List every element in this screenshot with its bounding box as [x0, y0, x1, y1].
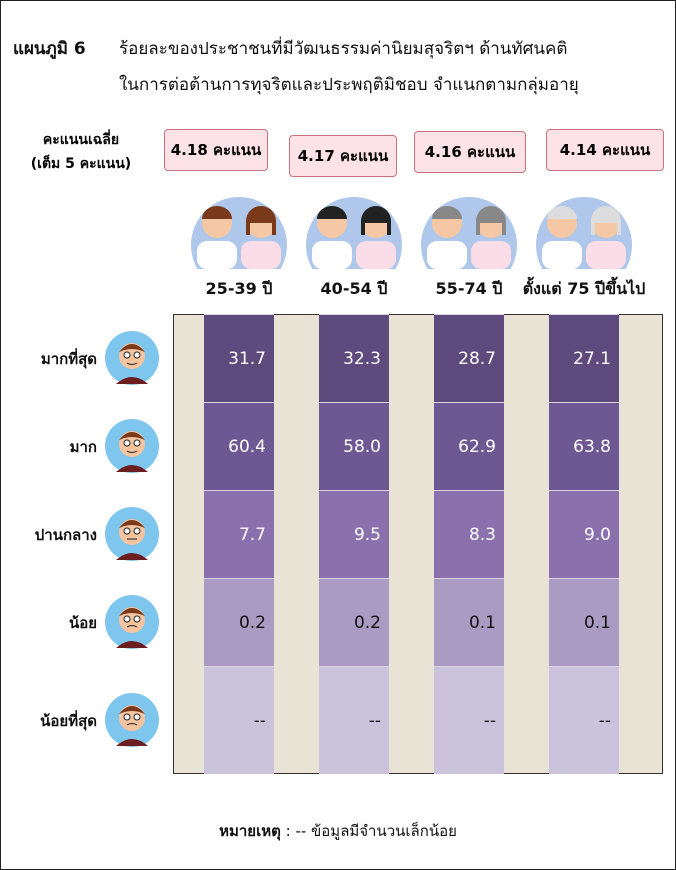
- cell: 28.7: [434, 314, 504, 402]
- cell: 9.0: [549, 490, 619, 578]
- note: หมายเหตุ : -- ข้อมูลมีจำนวนเล็กน้อย: [1, 819, 675, 843]
- score-header: คะแนนเฉลี่ย: [42, 132, 120, 148]
- level-label: มาก: [69, 438, 97, 456]
- level-label: มากที่สุด: [40, 350, 97, 368]
- cell: 31.7: [204, 314, 274, 402]
- cell: --: [319, 666, 389, 774]
- score-box: 4.18 คะแนน: [164, 129, 268, 171]
- cell: 0.2: [319, 578, 389, 666]
- group-label: 40-54 ปี: [320, 279, 388, 298]
- score-box: 4.16 คะแนน: [414, 131, 526, 173]
- group-label: 55-74 ปี: [435, 279, 503, 298]
- group-icon: [306, 197, 402, 269]
- cell: 7.7: [204, 490, 274, 578]
- level-icon: [105, 595, 159, 649]
- cell: 27.1: [549, 314, 619, 402]
- note-label: หมายเหตุ: [219, 822, 281, 840]
- title-label: แผนภูมิ 6: [13, 39, 86, 59]
- level-label: ปานกลาง: [34, 526, 97, 544]
- cell: 9.5: [319, 490, 389, 578]
- cell: --: [204, 666, 274, 774]
- title: ร้อยละของประชาชนที่มีวัฒนธรรมค่านิยมสุจร…: [119, 39, 568, 59]
- cell: 8.3: [434, 490, 504, 578]
- cell: 58.0: [319, 402, 389, 490]
- group-icon: [421, 197, 517, 269]
- cell: 0.2: [204, 578, 274, 666]
- group-icon: [536, 197, 632, 269]
- score-header: (เต็ม 5 คะแนน): [30, 156, 132, 172]
- cell: --: [434, 666, 504, 774]
- level-icon: [105, 419, 159, 473]
- cell: 32.3: [319, 314, 389, 402]
- score-box: 4.17 คะแนน: [289, 135, 397, 177]
- cell: 60.4: [204, 402, 274, 490]
- note-text: : -- ข้อมูลมีจำนวนเล็กน้อย: [280, 822, 457, 840]
- level-label: น้อย: [68, 614, 97, 632]
- level-icon: [105, 693, 159, 747]
- cell: 0.1: [549, 578, 619, 666]
- cell: 62.9: [434, 402, 504, 490]
- cell: 63.8: [549, 402, 619, 490]
- level-icon: [105, 331, 159, 385]
- level-label: น้อยที่สุด: [40, 712, 97, 730]
- score-box: 4.14 คะแนน: [546, 129, 664, 171]
- level-icon: [105, 507, 159, 561]
- cell: 0.1: [434, 578, 504, 666]
- group-label: 25-39 ปี: [205, 279, 273, 298]
- title: ในการต่อต้านการทุจริตและประพฤติมิชอบ จำแ…: [119, 75, 579, 95]
- cell: --: [549, 666, 619, 774]
- group-label: ตั้งแต่ 75 ปีขึ้นไป: [522, 279, 646, 298]
- group-icon: [191, 197, 287, 269]
